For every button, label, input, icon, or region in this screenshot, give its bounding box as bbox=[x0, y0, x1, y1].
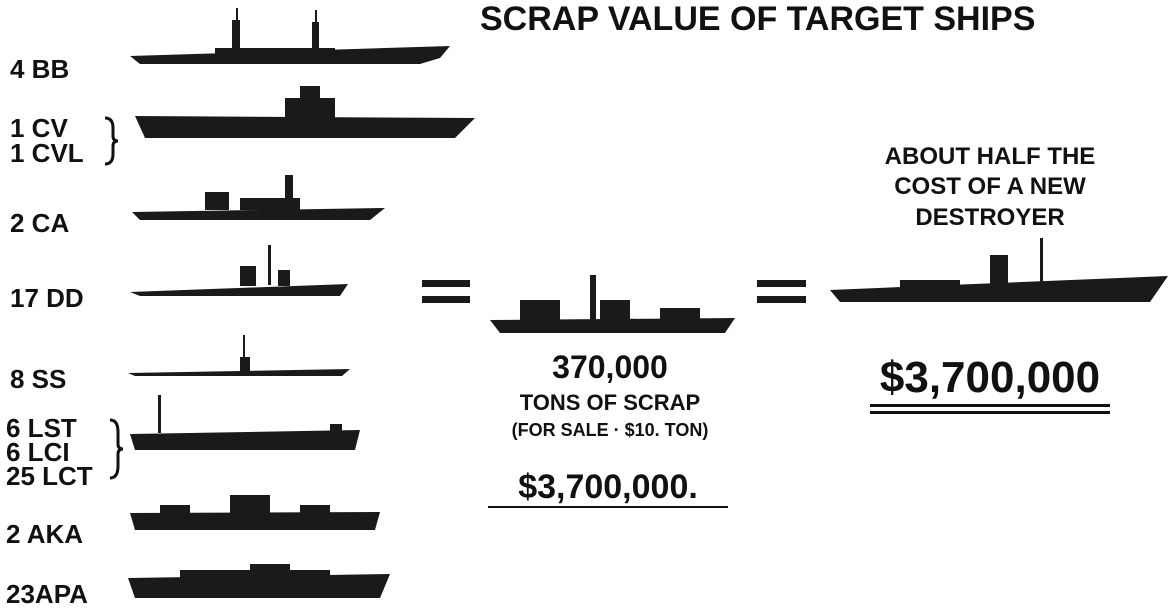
underline bbox=[870, 411, 1110, 414]
equals-signs bbox=[422, 280, 806, 303]
caption: COST OF A NEW bbox=[894, 173, 1086, 200]
scrap-price: (FOR SALE · $10. TON) bbox=[512, 420, 709, 440]
ship-label: 2 CA bbox=[10, 208, 69, 238]
ship-label: 2 AKA bbox=[6, 519, 83, 549]
scrap-unit: TONS OF SCRAP bbox=[520, 390, 701, 415]
scrap-value: $3,700,000. bbox=[518, 468, 698, 506]
infographic: SCRAP VALUE OF TARGET SHIPS 4 BB 1 CV 1 … bbox=[0, 0, 1170, 611]
destroyer-value: $3,700,000 bbox=[880, 353, 1100, 402]
scrap-tons: 370,000 bbox=[552, 349, 668, 385]
ship-silhouettes bbox=[128, 8, 1168, 598]
caption: ABOUT HALF THE bbox=[885, 143, 1096, 170]
underline bbox=[488, 506, 728, 508]
caption: DESTROYER bbox=[915, 204, 1064, 231]
underline bbox=[870, 404, 1110, 407]
title: SCRAP VALUE OF TARGET SHIPS bbox=[480, 0, 1035, 38]
ship-label: 17 DD bbox=[10, 283, 84, 313]
braces bbox=[105, 118, 123, 478]
ship-label: 1 CVL bbox=[10, 138, 84, 168]
ship-label: 23APA bbox=[6, 579, 88, 609]
ship-label: 8 SS bbox=[10, 364, 66, 394]
ship-label: 25 LCT bbox=[6, 461, 93, 491]
ship-label: 4 BB bbox=[10, 54, 69, 84]
